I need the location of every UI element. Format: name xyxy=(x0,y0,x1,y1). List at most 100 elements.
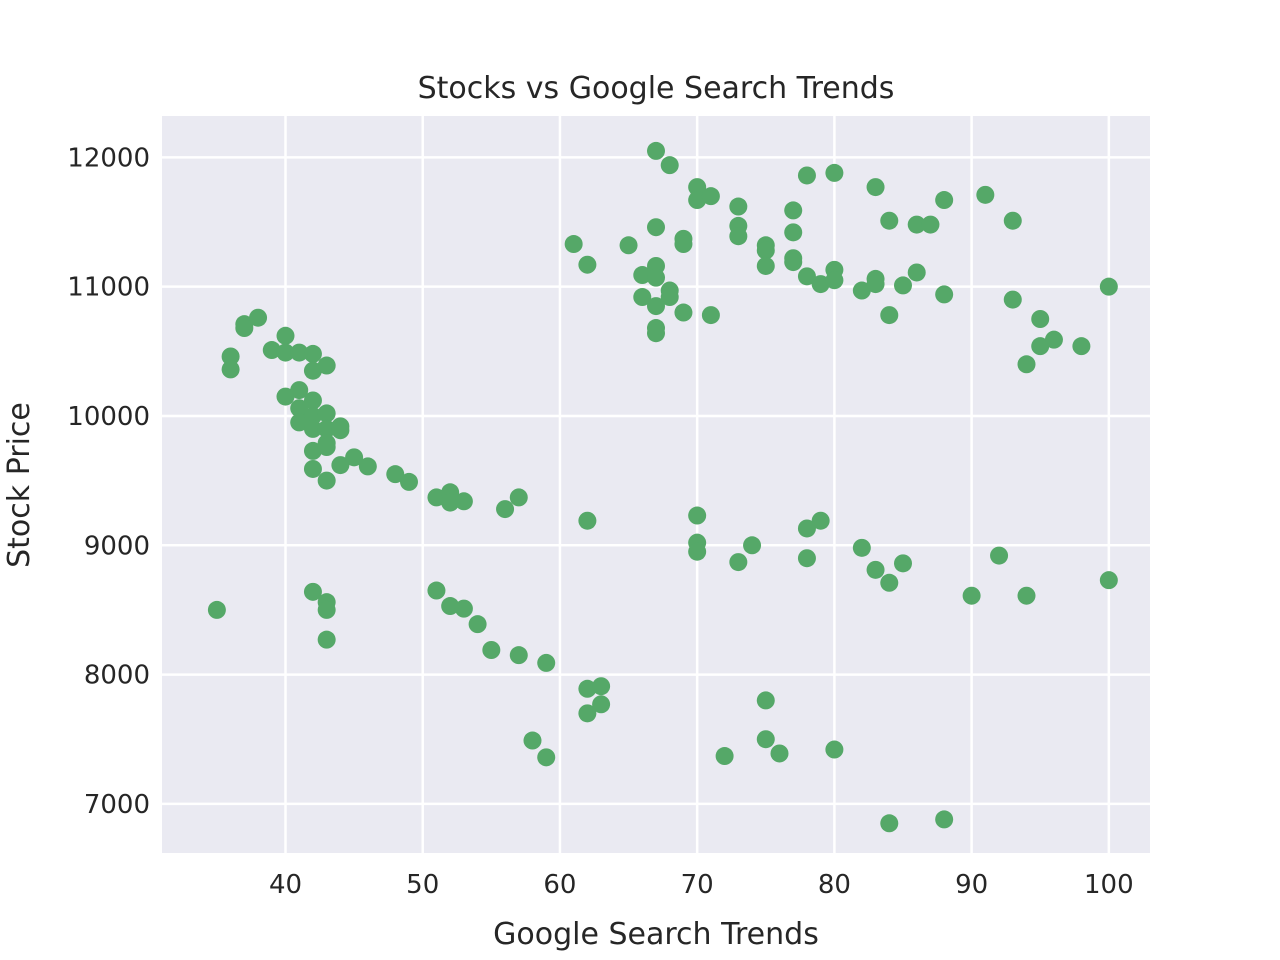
scatter-point xyxy=(894,554,912,573)
scatter-point xyxy=(619,236,638,255)
scatter-point xyxy=(262,341,281,360)
scatter-point xyxy=(249,308,268,327)
scatter-point xyxy=(317,471,336,490)
scatter-point xyxy=(647,218,665,237)
scatter-point xyxy=(825,740,844,759)
scatter-point xyxy=(633,288,652,307)
scatter-point xyxy=(578,511,597,530)
scatter-point xyxy=(784,223,803,242)
scatter-point xyxy=(235,319,254,338)
scatter-point xyxy=(756,691,775,710)
scatter-point xyxy=(276,387,295,406)
scatter-point xyxy=(1031,309,1050,328)
scatter-point xyxy=(935,810,954,829)
scatter-point xyxy=(207,600,226,619)
scatter-point xyxy=(647,297,665,316)
scatter-point xyxy=(770,744,789,763)
scatter-point xyxy=(303,441,322,460)
scatter-point xyxy=(564,235,583,254)
scatter-point xyxy=(797,267,816,286)
scatter-point xyxy=(880,211,899,230)
scatter-point xyxy=(317,419,336,438)
scatter-point xyxy=(866,178,885,197)
scatter-point xyxy=(592,695,611,714)
x-tick-label: 50 xyxy=(406,870,439,900)
scatter-point xyxy=(276,343,295,362)
scatter-point xyxy=(331,421,350,440)
scatter-point xyxy=(468,615,487,634)
scatter-point xyxy=(647,324,665,343)
scatter-point xyxy=(400,472,418,491)
scatter-point xyxy=(221,360,240,379)
scatter-point xyxy=(345,448,364,467)
scatter-point xyxy=(674,303,693,322)
scatter-point xyxy=(660,288,679,307)
scatter-point xyxy=(990,546,1009,565)
scatter-point xyxy=(962,586,981,605)
scatter-point xyxy=(303,406,322,425)
scatter-point xyxy=(1072,337,1091,356)
scatter-point xyxy=(303,419,322,438)
scatter-point xyxy=(866,560,885,579)
scatter-point xyxy=(496,500,515,519)
scatter-point xyxy=(303,344,322,363)
scatter-point xyxy=(935,285,954,304)
x-tick-label: 100 xyxy=(1084,870,1134,900)
scatter-point xyxy=(1003,211,1022,230)
scatter-point xyxy=(852,538,871,557)
scatter-point xyxy=(688,191,707,210)
data-points xyxy=(207,141,1118,833)
scatter-point xyxy=(276,326,295,345)
scatter-point xyxy=(907,263,926,282)
scatter-point xyxy=(756,256,775,275)
scatter-point xyxy=(386,465,405,484)
scatter-point xyxy=(427,581,446,600)
scatter-point xyxy=(660,156,679,175)
scatter-point xyxy=(797,519,816,538)
scatter-point xyxy=(578,679,597,698)
scatter-point xyxy=(1003,290,1022,309)
scatter-point xyxy=(303,459,322,478)
scatter-point xyxy=(331,456,350,475)
scatter-point xyxy=(811,511,830,530)
x-axis-label: Google Search Trends xyxy=(493,917,819,952)
scatter-point xyxy=(317,600,336,619)
scatter-point xyxy=(756,730,775,749)
scatter-point xyxy=(729,227,748,246)
scatter-point xyxy=(317,630,336,649)
scatter-point xyxy=(825,163,844,182)
scatter-point xyxy=(688,542,707,561)
scatter-point xyxy=(756,241,775,260)
y-tick-label: 7000 xyxy=(84,790,150,820)
scatter-point xyxy=(1099,571,1118,590)
scatter-point xyxy=(784,253,803,272)
scatter-point xyxy=(907,215,926,234)
scatter-point xyxy=(701,306,720,325)
scatter-point xyxy=(290,381,309,400)
x-tick-label: 60 xyxy=(543,870,576,900)
scatter-point xyxy=(290,343,309,362)
tick-labels: 40 50 60 70 80 90 100 7000 8000 9000 10000 11000 120… xyxy=(67,143,1133,900)
scatter-point xyxy=(935,191,954,210)
y-tick-label: 11000 xyxy=(67,273,150,303)
scatter-point xyxy=(797,166,816,185)
scatter-point xyxy=(358,457,377,476)
y-tick-label: 9000 xyxy=(84,531,150,561)
scatter-point xyxy=(290,399,309,418)
scatter-point xyxy=(674,235,693,254)
scatter-point xyxy=(894,276,912,295)
scatter-point xyxy=(509,488,528,507)
scatter-point xyxy=(880,573,899,592)
scatter-point xyxy=(852,281,871,300)
scatter-point xyxy=(811,275,830,294)
scatter-point xyxy=(303,361,322,380)
scatter-point xyxy=(784,201,803,220)
scatter-point xyxy=(578,704,597,723)
scatter-point xyxy=(441,597,460,616)
scatter-point xyxy=(1017,586,1036,605)
scatter-point xyxy=(729,197,748,216)
scatter-point xyxy=(1044,330,1063,349)
chart-title: Stocks vs Google Search Trends xyxy=(418,71,895,106)
scatter-point xyxy=(866,275,885,294)
scatter-point xyxy=(509,646,528,665)
